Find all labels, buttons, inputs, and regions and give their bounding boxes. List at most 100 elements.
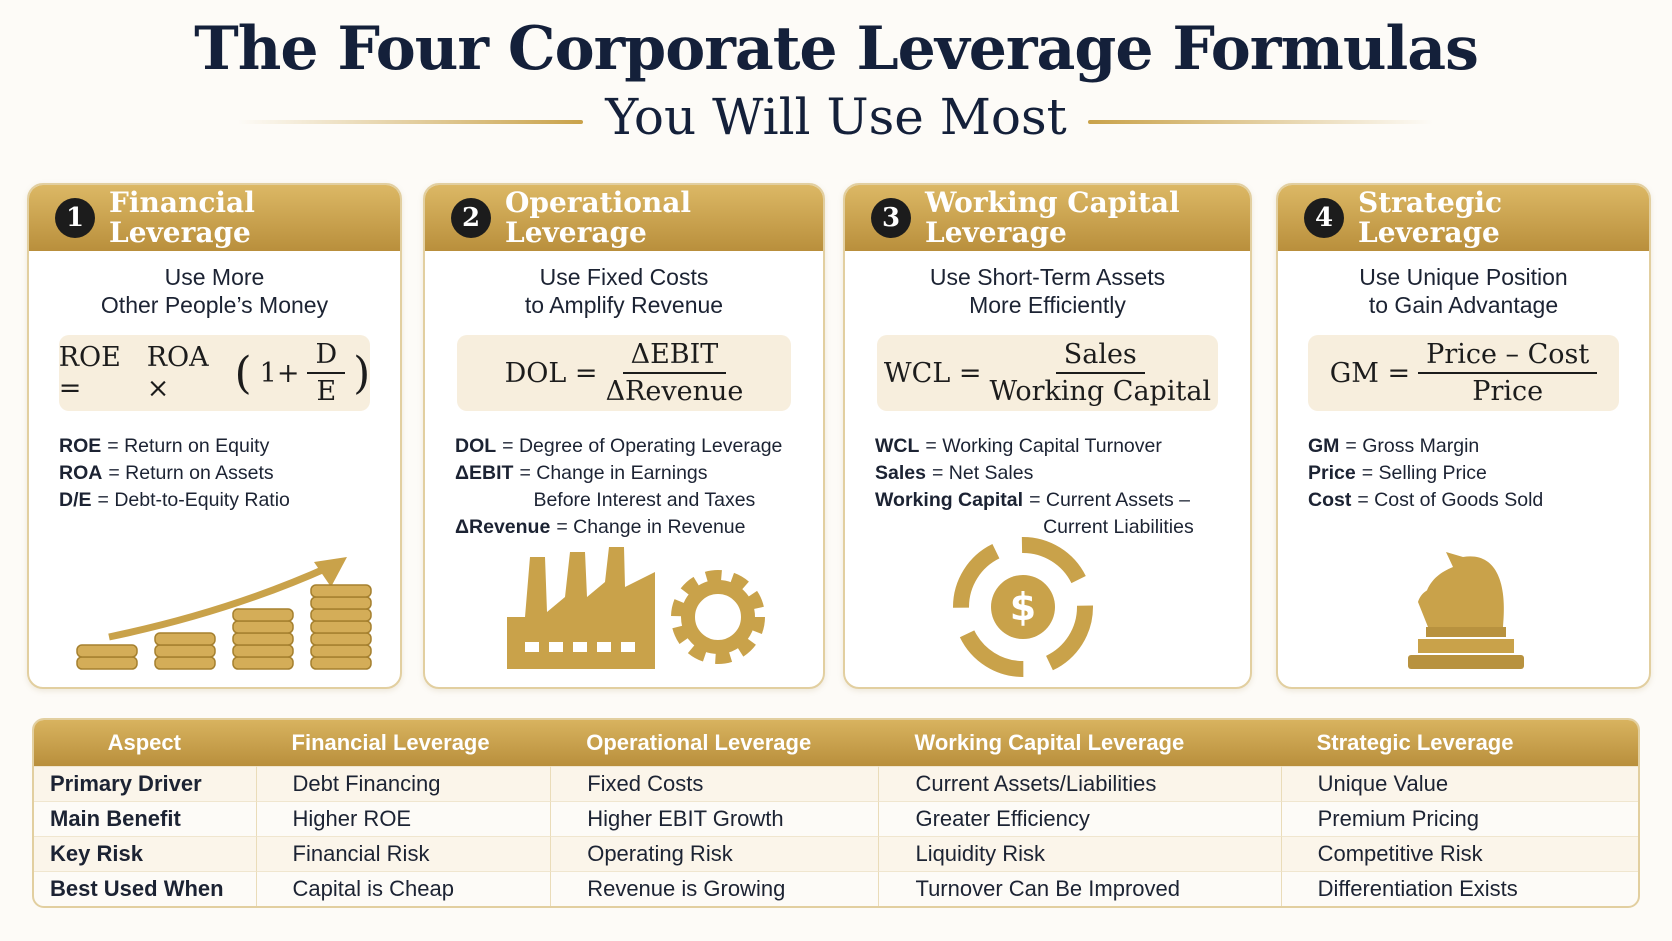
definition: Price = Selling Price: [1308, 460, 1649, 487]
definition-text: = Working Capital Turnover: [925, 433, 1161, 460]
definition-text: = Change in Earnings Before Interest and …: [519, 460, 755, 514]
definition-term: Price: [1308, 462, 1356, 484]
numerator: D: [307, 339, 346, 374]
table-header: Aspect Financial Leverage Operational Leve…: [34, 720, 1638, 766]
card-number: 4: [1304, 198, 1344, 238]
card-subtitle: Use Unique Position to Gain Advantage: [1278, 263, 1649, 319]
definition-text: = Cost of Goods Sold: [1357, 487, 1543, 514]
definition-line: = Gross Margin: [1345, 435, 1480, 457]
table-cell: Primary Driver: [34, 766, 256, 801]
definition: Working Capital = Current Assets – Current…: [875, 487, 1250, 541]
fraction: Price – Cost Price: [1418, 339, 1598, 407]
definition-line: = Cost of Goods Sold: [1357, 489, 1544, 511]
table-cell: Financial Risk: [255, 836, 551, 871]
divider: [238, 120, 583, 124]
definition: ΔRevenue = Change in Revenue: [455, 514, 823, 541]
subtitle-line: Use Short-Term Assets: [929, 264, 1166, 290]
definition-line: = Change in Earnings: [519, 462, 708, 484]
definition-term: ΔRevenue: [455, 516, 551, 538]
formula-lhs: GM =: [1329, 357, 1411, 389]
knight-icon: [1408, 552, 1524, 669]
card-number: 1: [55, 198, 95, 238]
numerator: ΔEBIT: [622, 339, 727, 374]
formula-term: 1+: [259, 357, 300, 389]
formula: DOL = ΔEBIT ΔRevenue: [456, 335, 792, 411]
definition-text: = Selling Price: [1362, 460, 1487, 487]
definition-text: = Degree of Operating Leverage: [502, 433, 782, 460]
formula: GM = Price – Cost Price: [1307, 335, 1620, 411]
definition-term: Sales: [875, 462, 926, 484]
table-cell: Best Used When: [34, 871, 256, 906]
fraction: Sales Working Capital: [989, 339, 1211, 407]
table-cell: Debt Financing: [255, 766, 551, 801]
table-cell: Key Risk: [34, 836, 256, 871]
card-title: Financial Leverage: [109, 186, 255, 249]
definition-term: GM: [1308, 435, 1340, 457]
definition: Sales = Net Sales: [875, 460, 1250, 487]
card-header: 3 Working Capital Leverage: [845, 185, 1250, 251]
definition: D/E = Debt-to-Equity Ratio: [59, 487, 400, 514]
denominator: ΔRevenue: [605, 376, 744, 407]
definition-text: = Return on Equity: [107, 433, 269, 460]
comparison-table: Aspect Financial Leverage Operational Leve…: [32, 718, 1640, 908]
definition-line: = Debt-to-Equity Ratio: [97, 489, 290, 511]
table-cell: Liquidity Risk: [878, 836, 1281, 871]
coins-icon: [76, 557, 372, 670]
subtitle-line: More Efficiently: [969, 292, 1126, 318]
definitions: ROE = Return on Equity ROA = Return on Asse…: [59, 433, 400, 514]
denominator: E: [316, 376, 337, 407]
definition: GM = Gross Margin: [1308, 433, 1649, 460]
table-cell: Fixed Costs: [550, 766, 879, 801]
definition-line: = Net Sales: [931, 462, 1034, 484]
header-cell: Financial Leverage: [255, 720, 551, 766]
card-title: Operational Leverage: [505, 186, 692, 249]
table-cell: Operating Risk: [550, 836, 879, 871]
definition: ΔEBIT = Change in Earnings Before Interest…: [455, 460, 823, 514]
subtitle-line: Use Fixed Costs: [539, 264, 709, 290]
table-cell: Current Assets/Liabilities: [878, 766, 1281, 801]
definition-term: Cost: [1308, 489, 1352, 511]
definition: WCL = Working Capital Turnover: [875, 433, 1250, 460]
header-cell: Working Capital Leverage: [878, 720, 1281, 766]
card-number: 2: [451, 198, 491, 238]
definition-text: = Net Sales: [932, 460, 1033, 487]
svg-text:$: $: [1010, 585, 1036, 629]
formula-lhs: WCL =: [883, 357, 982, 389]
subtitle: You Will Use Most: [605, 88, 1067, 146]
definition-line: = Current Assets –: [1029, 489, 1191, 511]
definition: Cost = Cost of Goods Sold: [1308, 487, 1649, 514]
definition-line: Before Interest and Taxes: [533, 489, 756, 511]
formula-lhs: ROE =: [58, 342, 121, 404]
card: 4 Strategic Leverage Use Unique Position to…: [1276, 183, 1651, 689]
formula-term: ROA ×: [146, 342, 209, 404]
fraction: ΔEBIT ΔRevenue: [606, 339, 744, 407]
definition-line: = Degree of Operating Leverage: [502, 435, 783, 457]
table-cell: Capital is Cheap: [255, 871, 551, 906]
definition-text: = Current Assets – Current Liabilities: [1029, 487, 1194, 541]
divider: [1088, 120, 1433, 124]
definitions: GM = Gross Margin Price = Selling Price Cost…: [1308, 433, 1649, 514]
table-row: Main Benefit Higher ROE Higher EBIT Growth…: [34, 801, 1638, 836]
formula-paren: (: [234, 347, 252, 399]
table-cell: Higher EBIT Growth: [550, 801, 879, 836]
definition-term: ROA: [59, 462, 103, 484]
formula-lhs: DOL =: [504, 357, 598, 389]
definition-term: WCL: [875, 435, 920, 457]
definitions: WCL = Working Capital Turnover Sales = Net …: [875, 433, 1250, 541]
header-cell: Strategic Leverage: [1280, 720, 1638, 766]
header-cell: Operational Leverage: [550, 720, 879, 766]
definition-term: DOL: [455, 435, 497, 457]
denominator: Working Capital: [989, 376, 1212, 407]
definition-text: = Return on Assets: [108, 460, 273, 487]
subtitle-line: to Amplify Revenue: [524, 292, 724, 318]
definition-line: Current Liabilities: [1043, 516, 1194, 538]
definition-line: = Working Capital Turnover: [925, 435, 1162, 457]
card-header: 4 Strategic Leverage: [1278, 185, 1649, 251]
numerator: Sales: [1055, 339, 1145, 374]
definition-term: Working Capital: [875, 489, 1024, 511]
card-subtitle: Use Short-Term Assets More Efficiently: [845, 263, 1250, 319]
card-subtitle: Use Fixed Costs to Amplify Revenue: [425, 263, 823, 319]
table-row: Key Risk Financial Risk Operating Risk Liqu…: [34, 836, 1638, 871]
